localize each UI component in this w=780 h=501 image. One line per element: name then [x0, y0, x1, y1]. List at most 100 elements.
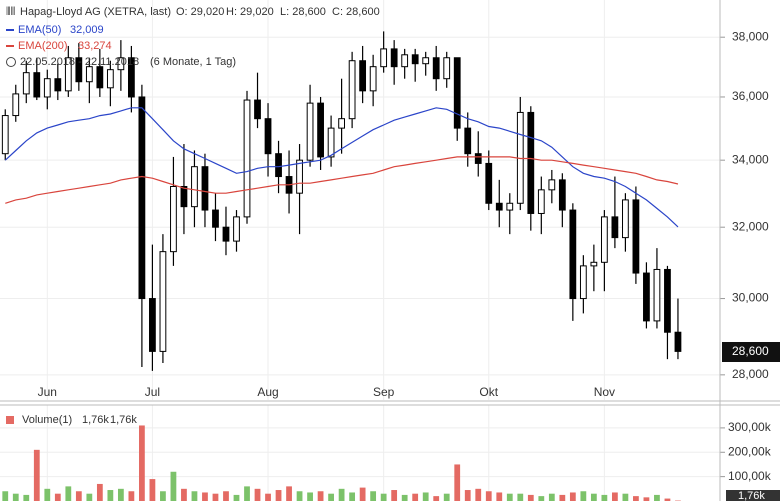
volume-bar [107, 490, 114, 501]
volume-bar [2, 491, 9, 501]
volume-bar [654, 494, 660, 501]
volume-bar [33, 449, 40, 501]
candle-body [243, 99, 251, 218]
y-tick-label: 32,000 [732, 219, 769, 233]
volume-bar [633, 496, 639, 501]
candle-body [432, 57, 440, 80]
candle-body [85, 66, 93, 83]
y-tick-label: 300,00k [728, 420, 772, 434]
legend-swatch [6, 29, 14, 31]
volume-bar [506, 493, 513, 501]
legend-name: EMA(50) [18, 24, 61, 36]
volume-bar [338, 488, 345, 501]
candle-body [222, 226, 230, 242]
volume-bar [412, 493, 419, 501]
candle-body [674, 331, 682, 352]
candle-body [212, 209, 219, 228]
ema-line [5, 156, 679, 204]
y-tick-label: 38,000 [732, 29, 769, 43]
candle-body [401, 54, 409, 68]
volume-bar [401, 494, 408, 501]
last-price-badge [722, 342, 780, 362]
x-tick-label: Aug [257, 385, 278, 399]
candle-body [537, 189, 545, 214]
volume-bar [359, 487, 366, 501]
candle-body [664, 268, 671, 333]
volume-bar [181, 488, 187, 501]
candle-body [149, 298, 156, 352]
candle-body [359, 60, 367, 92]
volume-bar [538, 496, 545, 501]
volume-bar [370, 491, 377, 501]
volume-bar [265, 493, 271, 501]
candle-body [611, 216, 619, 239]
volume-bar [496, 492, 503, 501]
candle-body [643, 272, 650, 322]
candle-body [201, 166, 209, 211]
candle-body [43, 78, 51, 98]
candle-body [275, 153, 282, 178]
header-value: L: 28,600 [280, 6, 326, 18]
volume-bar [548, 493, 555, 501]
volume-bar [233, 494, 240, 501]
volume-bar [349, 492, 356, 501]
last-volume: 1,76k [738, 490, 765, 501]
y-tick-label: 100,00k [728, 469, 772, 483]
volume-bar [391, 490, 398, 501]
candle-body [506, 202, 514, 211]
candle-body [569, 209, 577, 300]
candle-body [380, 48, 388, 68]
clock-icon [6, 57, 16, 67]
volume-name: Volume(1) [22, 414, 72, 426]
x-tick-label: Nov [594, 385, 615, 399]
icon: ⫴⫴ [6, 6, 15, 18]
candle-body [75, 57, 83, 83]
volume-bar [212, 493, 219, 501]
candle-body [22, 72, 30, 95]
volume-bar [149, 479, 156, 501]
legend-name: EMA(200) [18, 40, 68, 52]
candle-body [495, 202, 503, 211]
volume-bar [86, 493, 93, 501]
volume-bar [117, 488, 124, 501]
candle-body [191, 166, 198, 208]
candle-body [138, 96, 146, 300]
candle-body [180, 185, 188, 208]
volume-bar [244, 486, 250, 501]
volume-swatch [6, 416, 14, 424]
y-tick-label: 200,00k [728, 444, 772, 458]
volume-bar [170, 471, 177, 501]
candle-body [106, 69, 114, 89]
volume-bar [475, 488, 482, 501]
volume-bar [612, 492, 618, 501]
volume-bar [454, 464, 461, 501]
volume-bar [590, 493, 597, 501]
last-volume-badge [726, 490, 780, 501]
volume-bar [12, 493, 19, 501]
candle-body [33, 72, 41, 98]
volume-bar [601, 494, 608, 501]
volume-bar [307, 492, 313, 501]
candle-body [443, 57, 451, 80]
volume-bar [202, 492, 208, 501]
volume-bar [485, 491, 492, 501]
volume-bar [254, 488, 261, 501]
period-note: (6 Monate, 1 Tag) [150, 56, 236, 68]
volume-bar [44, 488, 51, 501]
candle-body [422, 57, 430, 65]
volume-bar [128, 491, 135, 501]
candle-body [464, 127, 472, 155]
candle-body [117, 57, 125, 71]
volume-bar [75, 491, 82, 501]
candle-body [453, 57, 461, 129]
candle-body [296, 159, 303, 194]
volume-bar [643, 497, 650, 501]
candle-body [548, 179, 556, 191]
x-tick-label: Jul [145, 385, 160, 399]
volume-bar [517, 493, 524, 501]
candle-body [369, 66, 377, 92]
candle-body [485, 162, 493, 204]
candle-body [411, 54, 419, 65]
header-value: H: 29,020 [226, 6, 274, 18]
